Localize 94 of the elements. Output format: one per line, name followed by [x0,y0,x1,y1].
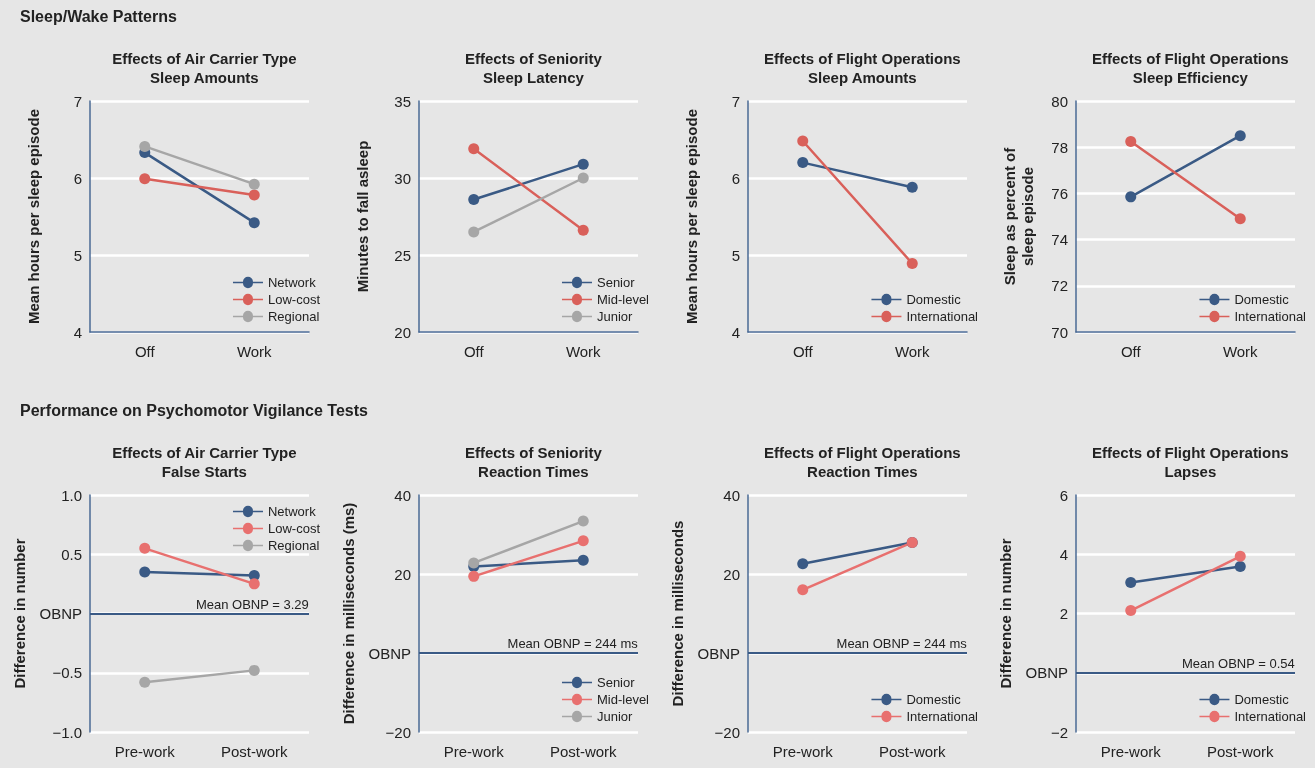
legend-label: Senior [596,675,635,690]
y-tick-label: 40 [722,486,740,504]
y-tick-label: 7 [73,92,82,110]
x-tick-label: Post-work [878,743,946,760]
chart-title: Effects of Seniority Reaction Times [464,444,603,480]
legend-label: Regional [267,309,320,324]
legend-label: Domestic [905,692,961,707]
y-tick-label: 4 [1059,545,1069,563]
legend-label: Network [267,275,317,290]
x-tick-label: Off [1121,343,1142,360]
x-tick-label: Off [792,343,813,360]
y-tick-label: 5 [73,246,82,264]
y-tick-label: 5 [731,246,740,264]
y-tick-label: 80 [1051,92,1069,110]
legend-label: Mid-level [596,692,649,707]
x-tick-label: Work [894,343,930,360]
legend-label: Regional [267,538,320,553]
y-tick-label: 4 [731,323,740,341]
y-tick-label: 4 [73,323,82,341]
y-tick-label: 1.0 [61,486,82,504]
legend-label: Domestic [1234,292,1290,307]
x-tick-label: Pre-work [443,743,504,760]
y-tick-label: OBNP [696,644,740,662]
y-tick-label: −1.0 [52,723,82,741]
chart-title: Effects of Flight Operations Reaction Times [763,444,961,480]
y-tick-label: 40 [394,486,411,504]
annotation: Mean OBNP = 244 ms [507,636,638,651]
annotation: Mean OBNP = 244 ms [836,636,967,651]
legend-label: International [905,709,978,724]
y-axis-title: Difference in milliseconds (ms) [339,502,357,725]
y-tick-label: −2 [1051,723,1069,741]
y-tick-label: 74 [1051,231,1069,249]
legend-label: International [905,309,978,324]
x-tick-label: Pre-work [1100,743,1162,760]
legend-label: Low-cost [267,292,321,307]
y-tick-label: 20 [394,323,411,341]
y-tick-label: 6 [73,169,82,187]
y-tick-label: OBNP [1025,664,1069,682]
chart-subtitle: Performance on Psychomotor Vigilance Tests [20,402,368,420]
legend-label: International [1234,709,1307,724]
chart-title: Effects of Seniority Sleep Latency [464,50,603,86]
y-tick-label: 2 [1059,605,1069,622]
legend-label: Network [267,504,317,519]
chart-title: Effects of Air Carrier Type Sleep Amounts [112,50,297,86]
y-axis-title: Mean hours per sleep episode [24,108,42,325]
y-axis-title: Mean hours per sleep episode [682,108,699,325]
legend-label: Junior [596,309,633,324]
y-tick-label: 6 [1059,486,1069,504]
y-tick-label: 6 [731,169,740,187]
legend-label: Mid-level [596,292,649,307]
y-tick-label: 70 [1051,323,1069,341]
y-tick-label: −20 [385,723,411,741]
x-tick-label: Post-work [220,743,289,760]
y-axis-title: Sleep as percent of sleep episode [1000,146,1036,286]
y-tick-label: 20 [722,565,740,583]
y-tick-label: 78 [1051,138,1069,156]
legend-label: Low-cost [267,521,321,536]
legend-label: Domestic [905,292,961,307]
annotation: Mean OBNP = 3.29 [195,596,309,612]
y-tick-label: 25 [394,246,411,264]
x-tick-label: Work [1223,343,1259,360]
legend-label: Senior [596,275,635,290]
y-tick-label: 0.5 [61,545,82,563]
legend-label: Junior [596,709,633,724]
x-tick-label: Pre-work [114,743,176,760]
legend-label: International [1234,309,1307,324]
y-tick-label: 35 [394,92,411,110]
y-tick-label: 30 [394,169,411,187]
x-tick-label: Work [236,343,273,360]
x-tick-label: Pre-work [772,743,833,760]
y-axis-title: Difference in milliseconds [668,520,686,707]
y-tick-label: 7 [731,92,740,110]
chart-title: Effects of Air Carrier Type False Starts [112,444,297,480]
chart-title: Effects of Flight Operations Sleep Amounts [763,50,961,86]
y-tick-label: OBNP [368,644,411,662]
y-tick-label: OBNP [39,605,82,622]
x-tick-label: Off [463,343,485,360]
y-tick-label: 72 [1051,277,1069,295]
x-tick-label: Work [565,343,601,360]
y-tick-label: 20 [394,565,411,583]
chart-title: Effects of Flight Operations Sleep Efficiency [1092,50,1289,86]
y-tick-label: −20 [714,723,740,741]
x-tick-label: Post-work [549,743,617,760]
annotation: Mean OBNP = 0.54 [1182,655,1295,671]
legend-label: Domestic [1234,692,1290,707]
y-tick-label: 76 [1051,184,1069,202]
y-axis-title: Minutes to fall asleep [353,140,371,293]
chart-subtitle: Sleep/Wake Patterns [20,8,177,26]
y-tick-label: −0.5 [52,664,82,682]
chart-title: Effects of Flight Operations Lapses [1092,444,1289,480]
x-tick-label: Off [134,343,156,360]
y-axis-title: Difference in number [11,538,29,689]
x-tick-label: Post-work [1207,743,1275,760]
y-axis-title: Difference in number [997,538,1015,689]
